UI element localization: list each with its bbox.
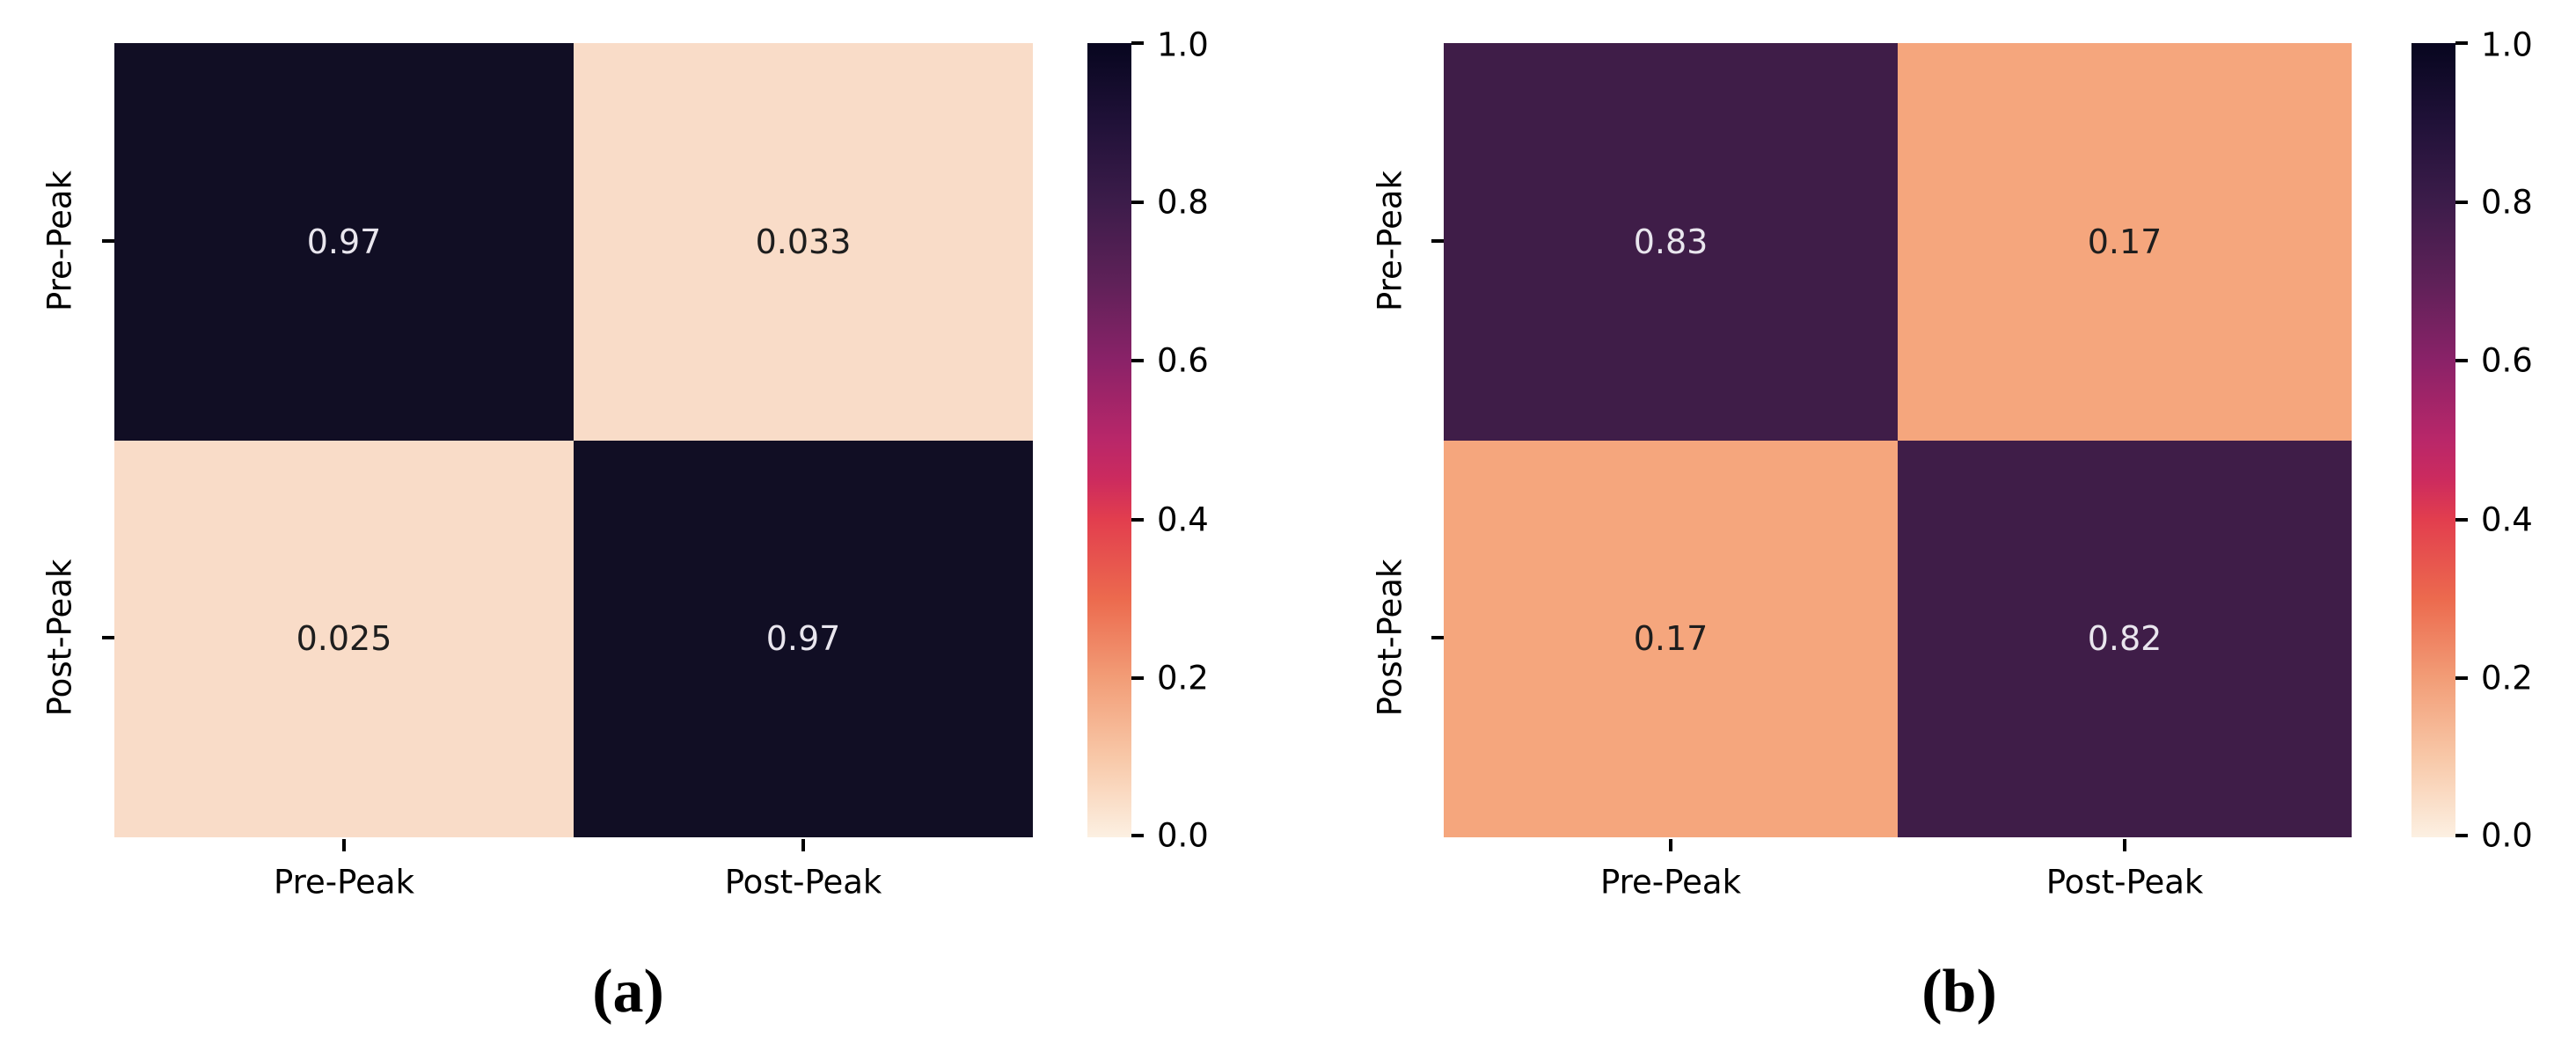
colorbar-tick-mark xyxy=(2455,41,2468,45)
x-tick-mark xyxy=(1669,839,1672,851)
y-tick-mark xyxy=(1431,636,1444,639)
colorbar-label-0.8: 0.8 xyxy=(1157,183,1209,222)
colorbar-label-0.4: 0.4 xyxy=(2481,500,2533,539)
y-tick-mark xyxy=(102,636,114,639)
colorbar-b xyxy=(2411,43,2455,837)
caption-a: (a) xyxy=(592,958,664,1026)
x-tick-mark xyxy=(342,839,346,851)
colorbar-tick-mark xyxy=(2455,834,2468,837)
heatmap-b: 0.83 0.17 0.17 0.82 xyxy=(1444,43,2352,837)
heatmap-a-cell-r1c0: 0.025 xyxy=(114,440,574,837)
caption-b: (b) xyxy=(1921,958,1997,1026)
colorbar-tick-mark xyxy=(1131,676,1144,680)
colorbar-label-0.0: 0.0 xyxy=(2481,816,2533,855)
y-tick-mark xyxy=(102,239,114,243)
colorbar-label-0.4: 0.4 xyxy=(1157,500,1209,539)
colorbar-tick-mark xyxy=(2455,359,2468,362)
colorbar-tick-mark xyxy=(1131,834,1144,837)
colorbar-tick-mark xyxy=(1131,359,1144,362)
colorbar-label-0.2: 0.2 xyxy=(1157,659,1209,697)
heatmap-a-cell-r1c1: 0.97 xyxy=(574,440,1033,837)
colorbar-label-0.0: 0.0 xyxy=(1157,816,1209,855)
y-tick-label-post-peak: Post-Peak xyxy=(40,559,79,717)
colorbar-label-0.2: 0.2 xyxy=(2481,659,2533,697)
heatmap-a: 0.97 0.033 0.025 0.97 xyxy=(114,43,1033,837)
heatmap-a-cell-r0c1: 0.033 xyxy=(574,43,1033,441)
y-tick-mark xyxy=(1431,239,1444,243)
x-tick-label-pre-peak: Pre-Peak xyxy=(1599,863,1742,902)
colorbar-label-0.6: 0.6 xyxy=(1157,341,1209,380)
y-tick-label-pre-peak: Pre-Peak xyxy=(40,170,79,312)
x-tick-label-post-peak: Post-Peak xyxy=(724,863,882,902)
heatmap-b-cell-r0c1: 0.17 xyxy=(1898,43,2352,441)
x-tick-mark xyxy=(801,839,805,851)
colorbar-tick-mark xyxy=(2455,676,2468,680)
heatmap-a-cell-r0c0: 0.97 xyxy=(114,43,574,441)
y-tick-label-pre-peak: Pre-Peak xyxy=(1371,170,1409,312)
x-tick-mark xyxy=(2123,839,2126,851)
colorbar-tick-mark xyxy=(1131,518,1144,522)
colorbar-tick-mark xyxy=(2455,201,2468,204)
y-tick-label-post-peak: Post-Peak xyxy=(1371,559,1409,717)
heatmap-b-cell-r0c0: 0.83 xyxy=(1444,43,1898,441)
colorbar-label-0.8: 0.8 xyxy=(2481,183,2533,222)
colorbar-tick-mark xyxy=(1131,201,1144,204)
colorbar-label-1.0: 1.0 xyxy=(2481,26,2533,64)
x-tick-label-post-peak: Post-Peak xyxy=(2045,863,2204,902)
colorbar-tick-mark xyxy=(2455,518,2468,522)
colorbar-label-1.0: 1.0 xyxy=(1157,26,1209,64)
colorbar-a xyxy=(1087,43,1131,837)
heatmap-b-cell-r1c1: 0.82 xyxy=(1898,440,2352,837)
x-tick-label-pre-peak: Pre-Peak xyxy=(273,863,415,902)
colorbar-tick-mark xyxy=(1131,41,1144,45)
colorbar-label-0.6: 0.6 xyxy=(2481,341,2533,380)
heatmap-b-cell-r1c0: 0.17 xyxy=(1444,440,1898,837)
